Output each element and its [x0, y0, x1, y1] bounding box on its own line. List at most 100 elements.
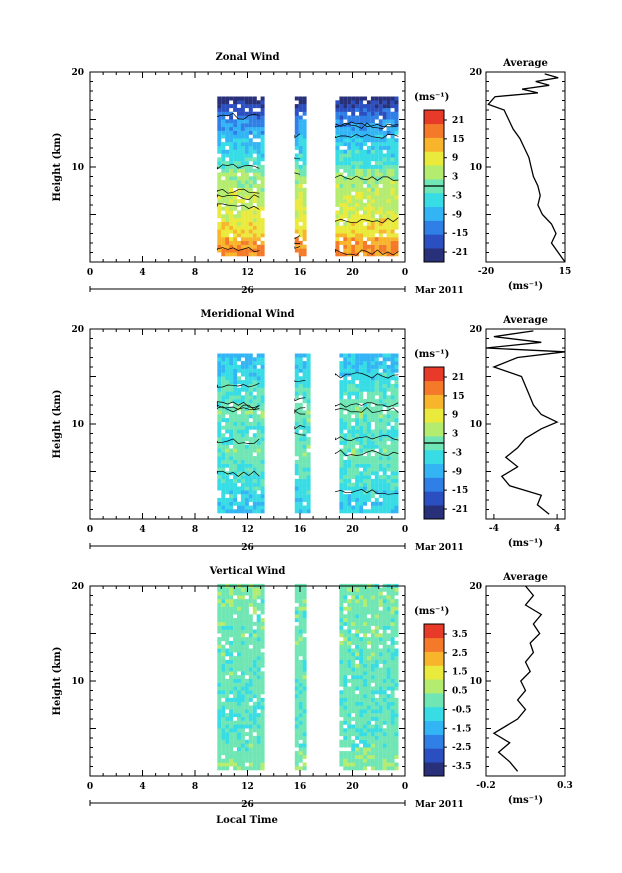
average-frame — [485, 585, 566, 777]
heatmap-cell — [240, 142, 245, 147]
heatmap-cell — [248, 448, 253, 453]
average-title: Average — [502, 315, 548, 326]
heatmap-cell — [390, 387, 395, 392]
heatmap-cell — [256, 414, 261, 419]
heatmap-cell — [221, 391, 226, 396]
heatmap-cell — [366, 467, 371, 472]
heatmap-cell — [294, 501, 299, 506]
heatmap-cell — [363, 134, 367, 139]
heatmap-cell — [355, 440, 360, 445]
heatmap-cell — [339, 107, 344, 112]
heatmap-cell — [298, 675, 303, 680]
heatmap-cell — [351, 732, 356, 737]
heatmap-cell — [347, 402, 352, 407]
heatmap-cell — [359, 754, 364, 759]
heatmap-cell — [366, 233, 371, 238]
heatmap-cell — [378, 444, 383, 449]
heatmap-cell — [351, 637, 356, 642]
heatmap-cell — [221, 709, 226, 714]
heatmap-cell — [343, 214, 348, 219]
heatmap-cell — [370, 633, 375, 638]
heatmap-cell — [343, 176, 348, 181]
heatmap-cell — [248, 452, 253, 457]
heatmap-cell — [298, 720, 303, 725]
heatmap-cell — [233, 138, 238, 143]
heatmap-cell — [370, 376, 375, 381]
heatmap-cell — [225, 448, 230, 453]
heatmap-cell — [217, 233, 222, 238]
heatmap-cell — [217, 380, 222, 385]
heatmap-cell — [233, 425, 238, 430]
heatmap-cell — [359, 126, 364, 131]
heatmap-cell — [347, 475, 352, 480]
heatmap-cell — [343, 361, 348, 366]
heatmap-cell — [370, 444, 375, 449]
heatmap-cell — [240, 229, 245, 234]
heatmap-cell — [298, 164, 303, 169]
heatmap-cell — [394, 111, 399, 116]
heatmap-cell — [347, 107, 352, 112]
heatmap-cell — [347, 210, 352, 215]
heatmap-cell — [366, 130, 371, 135]
heatmap-cell — [343, 353, 348, 358]
average-x-tick-label: 15 — [559, 267, 572, 277]
heatmap-cell — [248, 361, 253, 366]
heatmap-cell — [302, 361, 307, 366]
heatmap-cell — [217, 368, 222, 373]
heatmap-cell — [339, 656, 344, 661]
heatmap-cell — [225, 164, 230, 169]
heatmap-cell — [237, 633, 241, 638]
heatmap-cell — [351, 682, 356, 687]
heatmap-cell — [240, 490, 245, 495]
heatmap-cell — [378, 595, 383, 600]
heatmap-cell — [351, 709, 356, 714]
heatmap-cell — [225, 221, 230, 226]
heatmap-cell — [351, 497, 356, 502]
heatmap-cell — [359, 739, 364, 744]
heatmap-cell — [359, 652, 364, 657]
heatmap-cell — [217, 157, 222, 162]
heatmap-cell — [217, 138, 222, 143]
heatmap-cell — [240, 625, 245, 630]
heatmap-cell — [217, 399, 222, 404]
heatmap-cell — [390, 694, 395, 699]
heatmap-cell — [225, 107, 230, 112]
heatmap-cell — [260, 391, 265, 396]
heatmap-cell — [363, 161, 367, 166]
heatmap-cell — [217, 383, 222, 388]
colorbar-segment — [424, 408, 444, 423]
heatmap-cell — [390, 754, 395, 759]
heatmap-cell — [390, 656, 395, 661]
heatmap-cell — [225, 678, 230, 683]
heatmap-cell — [355, 421, 360, 426]
heatmap-cell — [394, 652, 399, 657]
heatmap-cell — [256, 191, 261, 196]
heatmap-cell — [217, 452, 222, 457]
heatmap-cell — [225, 183, 230, 188]
heatmap-cell — [386, 237, 391, 242]
heatmap-cell — [225, 161, 230, 166]
heatmap-cell — [363, 402, 367, 407]
heatmap-cell — [335, 237, 340, 242]
heatmap-cell — [363, 353, 367, 358]
heatmap-cell — [248, 248, 253, 253]
heatmap-cell — [237, 353, 241, 358]
heatmap-cell — [382, 361, 387, 366]
heatmap-cell — [390, 762, 395, 767]
heatmap-cell — [225, 418, 230, 423]
heatmap-cell — [233, 648, 238, 653]
heatmap-cell — [394, 625, 399, 630]
average-line — [485, 330, 566, 515]
heatmap-cell — [217, 758, 222, 763]
heatmap-cell — [382, 690, 387, 695]
heatmap-cell — [244, 130, 249, 135]
colorbar-tick-label: -3 — [452, 448, 462, 458]
heatmap-cell — [347, 176, 352, 181]
heatmap-cell — [252, 410, 257, 415]
heatmap-cell — [260, 180, 265, 185]
heatmap-cell — [237, 621, 241, 626]
heatmap-cell — [355, 448, 360, 453]
heatmap-cell — [240, 414, 245, 419]
heatmap-cell — [260, 240, 265, 245]
